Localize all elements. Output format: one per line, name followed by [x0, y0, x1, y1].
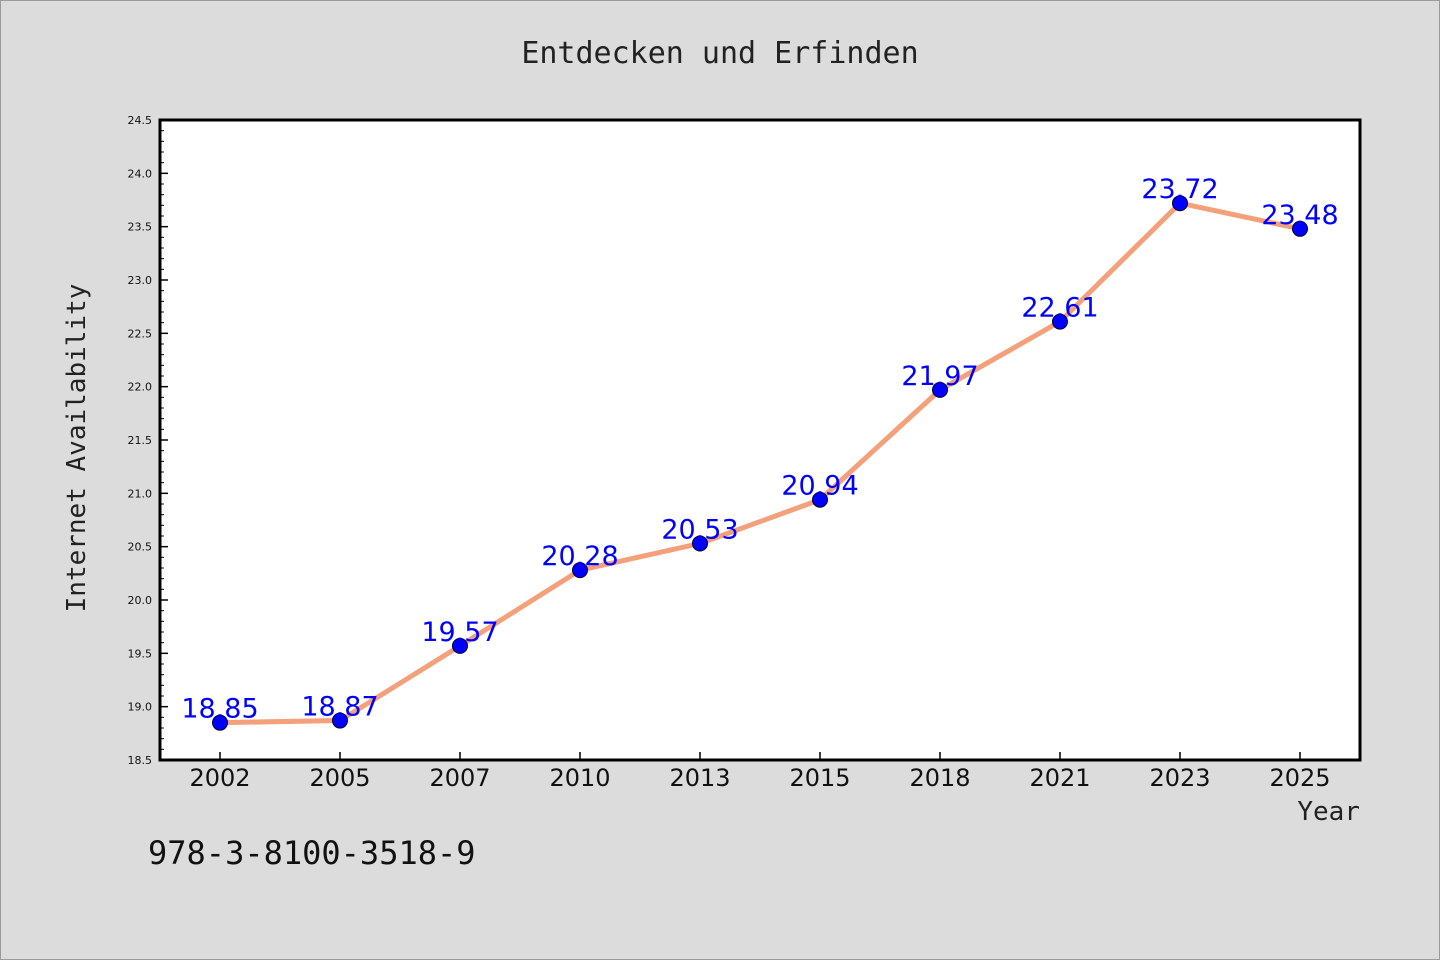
y-tick-label: 20.5: [128, 541, 153, 554]
x-tick-label: 2002: [189, 764, 250, 792]
y-axis: 18.5 19.0 19.5 20.0 20.5 21.0 21.5 22.0 22.5 23.0…: [128, 114, 168, 767]
data-label: 21.97: [901, 361, 978, 392]
y-tick-label: 21.5: [128, 434, 153, 447]
data-point: [572, 562, 588, 579]
chart-title: Entdecken und Erfinden: [521, 36, 918, 71]
data-label: 22.61: [1021, 293, 1098, 324]
series-line-group: [217, 200, 1303, 726]
y-tick-label: 19.0: [128, 701, 153, 714]
y-tick-label: 24.5: [128, 114, 153, 127]
x-axis: 2002 2005 2007 2010 2013 2015 2018 2021 2023 2025: [189, 752, 1331, 792]
y-tick-label: 21.0: [128, 487, 153, 500]
data-markers: [212, 195, 1308, 731]
data-label: 20.94: [781, 471, 858, 502]
data-label: 19.57: [421, 617, 498, 648]
y-tick-label: 22.5: [128, 327, 153, 340]
x-tick-label: 2018: [909, 764, 970, 792]
data-label: 23.72: [1141, 174, 1218, 205]
data-label: 20.28: [541, 541, 618, 572]
data-point: [452, 637, 468, 654]
x-tick-label: 2023: [1149, 764, 1210, 792]
y-tick-label: 24.0: [128, 167, 153, 180]
x-tick-label: 2025: [1269, 764, 1330, 792]
series-line: [217, 200, 1303, 726]
data-point: [1172, 195, 1188, 212]
y-tick-label: 20.0: [128, 594, 153, 607]
data-point: [692, 535, 708, 552]
data-point: [332, 712, 348, 729]
data-labels: 18.85 18.87 19.57 20.28 20.53 20.94 21.97 22.61…: [181, 174, 1338, 724]
data-point: [932, 381, 948, 398]
isbn-annotation: 978-3-8100-3518-9: [148, 834, 476, 872]
data-point: [1052, 313, 1068, 330]
x-tick-label: 2005: [309, 764, 370, 792]
y-tick-label: 18.5: [128, 754, 153, 767]
x-tick-label: 2021: [1029, 764, 1090, 792]
y-tick-label: 23.0: [128, 274, 153, 287]
data-label: 18.85: [181, 694, 258, 725]
data-label: 23.48: [1261, 200, 1338, 231]
data-label: 20.53: [661, 514, 738, 545]
data-point: [812, 491, 828, 508]
y-tick-label: 22.0: [128, 381, 153, 394]
data-label: 18.87: [301, 692, 378, 723]
x-tick-label: 2013: [669, 764, 730, 792]
x-tick-label: 2010: [549, 764, 610, 792]
y-axis-label: Internet Availability: [62, 284, 92, 613]
data-point: [212, 714, 228, 731]
plot-area: [158, 118, 1362, 762]
data-point: [1292, 220, 1308, 237]
x-axis-label: Year: [1297, 797, 1360, 827]
y-tick-label: 23.5: [128, 221, 153, 234]
x-tick-label: 2015: [789, 764, 850, 792]
x-tick-label: 2007: [429, 764, 490, 792]
y-tick-label: 19.5: [128, 647, 153, 660]
